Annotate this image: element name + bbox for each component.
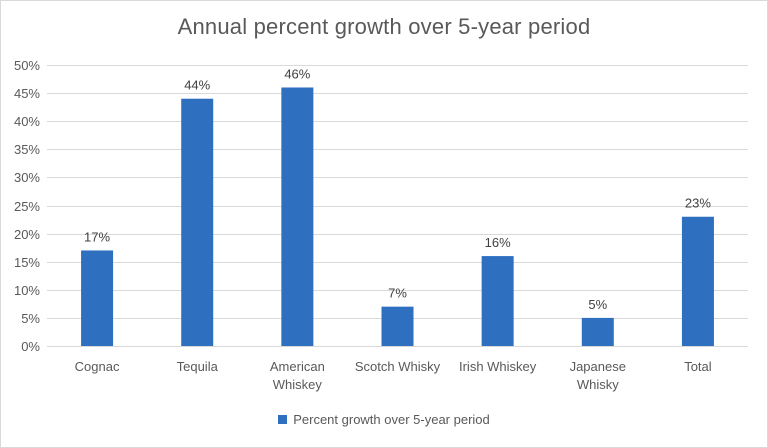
- y-tick-label: 25%: [14, 199, 40, 214]
- y-tick-label: 15%: [14, 255, 40, 270]
- bar: [681, 216, 714, 346]
- legend-label: Percent growth over 5-year period: [293, 412, 490, 427]
- legend-swatch: [278, 415, 288, 424]
- y-tick-label: 50%: [14, 58, 40, 73]
- bar: [581, 317, 614, 346]
- y-tick-label: 35%: [14, 142, 40, 157]
- x-tick-label: American Whiskey: [270, 359, 325, 392]
- bar: [381, 306, 414, 346]
- data-label: 17%: [84, 229, 110, 244]
- data-labels: 17% 44% 46% 7% 16% 5% 23%: [84, 66, 711, 311]
- y-tick-label: 45%: [14, 86, 40, 101]
- y-tick-label: 30%: [14, 170, 40, 185]
- chart-title: Annual percent growth over 5-year period: [177, 14, 591, 39]
- x-axis-tick-labels: Cognac Tequila American Whiskey Scotch Whisk…: [75, 359, 712, 392]
- y-tick-label: 40%: [14, 114, 40, 129]
- x-tick-label: Irish Whiskey: [459, 359, 537, 374]
- data-label: 23%: [685, 196, 711, 211]
- data-label: 5%: [588, 297, 607, 312]
- x-tick-label: Total: [684, 359, 712, 374]
- data-label: 7%: [388, 286, 407, 301]
- x-tick-label: Cognac: [75, 359, 120, 374]
- bar: [81, 250, 114, 346]
- y-tick-label: 10%: [14, 283, 40, 298]
- bar: [481, 256, 514, 346]
- gridlines: [47, 65, 748, 347]
- bar: [281, 87, 314, 346]
- y-axis-tick-labels: 0% 5% 10% 15% 20% 25% 30% 35% 40% 45% 50%: [14, 58, 40, 354]
- legend: Percent growth over 5-year period: [0, 412, 768, 427]
- data-label: 16%: [485, 235, 511, 250]
- bars: [81, 87, 714, 346]
- x-tick-label: Tequila: [177, 359, 219, 374]
- x-tick-label: Japanese Whisky: [570, 359, 626, 392]
- bar: [181, 98, 214, 346]
- y-tick-label: 20%: [14, 227, 40, 242]
- data-label: 46%: [284, 66, 310, 81]
- x-tick-label: Scotch Whisky: [355, 359, 441, 374]
- y-tick-label: 0%: [21, 339, 40, 354]
- y-tick-label: 5%: [21, 311, 40, 326]
- data-label: 44%: [184, 78, 210, 93]
